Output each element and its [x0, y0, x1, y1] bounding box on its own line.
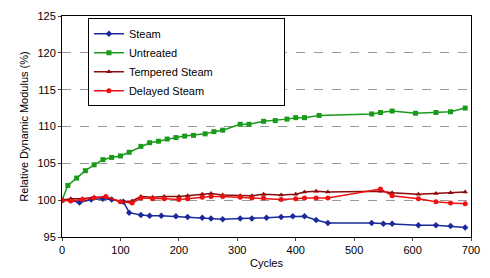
svg-text:Cycles: Cycles	[250, 257, 284, 269]
svg-text:95: 95	[44, 231, 56, 243]
svg-text:Relative Dynamic Modulus (%): Relative Dynamic Modulus (%)	[18, 51, 30, 201]
svg-text:105: 105	[37, 157, 55, 169]
svg-text:Delayed Steam: Delayed Steam	[129, 85, 204, 97]
svg-text:600: 600	[403, 244, 421, 256]
svg-text:100: 100	[37, 194, 55, 206]
svg-text:110: 110	[38, 120, 56, 132]
svg-text:125: 125	[37, 10, 55, 22]
svg-text:700: 700	[462, 244, 480, 256]
svg-text:500: 500	[345, 244, 363, 256]
svg-text:100: 100	[111, 244, 129, 256]
svg-text:400: 400	[287, 244, 305, 256]
svg-text:115: 115	[38, 84, 56, 96]
svg-text:0: 0	[59, 244, 65, 256]
svg-text:120: 120	[37, 47, 55, 59]
svg-text:300: 300	[228, 244, 246, 256]
svg-text:Steam: Steam	[129, 28, 161, 40]
svg-text:Untreated: Untreated	[129, 47, 177, 59]
svg-text:Tempered Steam: Tempered Steam	[129, 66, 213, 78]
svg-text:200: 200	[170, 244, 188, 256]
